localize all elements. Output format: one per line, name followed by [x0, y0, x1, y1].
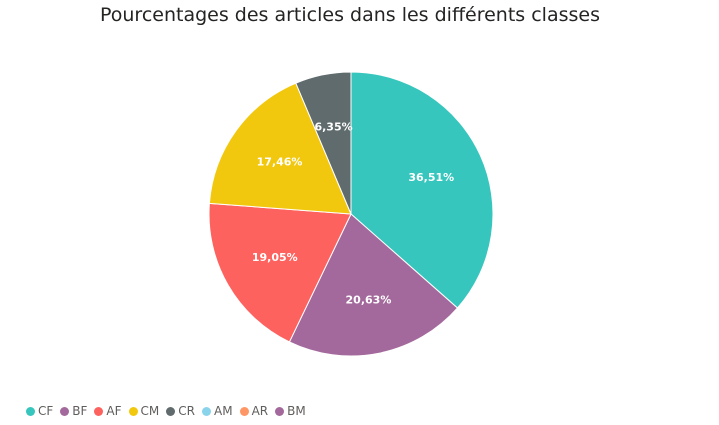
legend-item-bf[interactable]: BF	[60, 404, 87, 418]
legend-label: CM	[140, 404, 160, 418]
legend-label: BM	[287, 404, 306, 418]
legend-label: CF	[38, 404, 54, 418]
legend-marker	[166, 406, 176, 416]
pie-slice-cm[interactable]	[208, 82, 352, 215]
legend: CF BF AF CM CR AM AR BM	[26, 404, 306, 418]
legend-item-cm[interactable]: CM	[128, 404, 160, 418]
legend-item-bm[interactable]: BM	[275, 404, 306, 418]
legend-label: AF	[106, 404, 122, 418]
data-label-cr: 6,35%	[314, 121, 352, 134]
legend-label: BF	[72, 404, 88, 418]
data-label-bm: 20,63%	[346, 293, 392, 306]
legend-item-cf[interactable]: CF	[26, 404, 53, 418]
pie-slice-cr[interactable]	[295, 71, 352, 215]
chart-title: Pourcentages des articles dans les diffé…	[99, 4, 600, 26]
legend-marker	[239, 406, 249, 416]
legend-item-cr[interactable]: CR	[166, 404, 195, 418]
legend-item-am[interactable]: AM	[202, 404, 233, 418]
data-label-cm: 17,46%	[257, 156, 303, 169]
legend-label: AR	[251, 404, 269, 418]
legend-label: CR	[178, 404, 195, 418]
pie-slice-cf[interactable]	[350, 71, 494, 309]
legend-label: AM	[214, 404, 233, 418]
legend-marker	[26, 406, 35, 416]
data-label-cf: 36,51%	[408, 171, 454, 184]
legend-marker	[128, 406, 138, 416]
legend-marker	[60, 406, 70, 416]
pie-chart: 36,51% 20,63% 19,05% 17,46% 6,35%	[208, 71, 494, 357]
legend-marker	[202, 406, 211, 416]
legend-item-ar[interactable]: AR	[239, 404, 269, 418]
legend-marker	[94, 406, 104, 416]
pie-slice-af[interactable]	[208, 202, 352, 343]
data-label-af: 19,05%	[252, 251, 298, 264]
legend-item-af[interactable]: AF	[94, 404, 122, 418]
pie-slice-bm[interactable]	[288, 213, 459, 357]
legend-marker	[275, 406, 285, 416]
